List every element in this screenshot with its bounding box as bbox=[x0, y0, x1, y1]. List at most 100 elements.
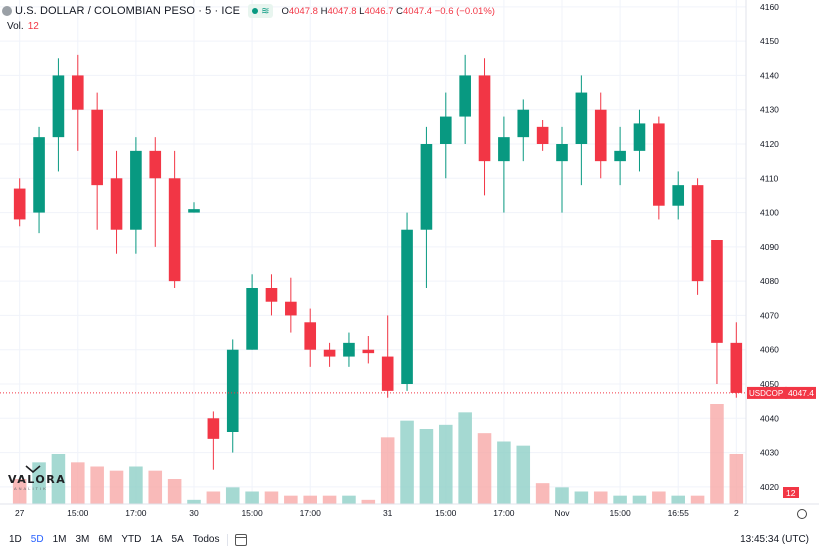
close-value: 4047.4 bbox=[403, 5, 433, 17]
volume-bar bbox=[652, 491, 666, 504]
valora-logo: VALORA ANALITIK bbox=[8, 465, 65, 491]
candle[interactable] bbox=[517, 99, 530, 162]
candle[interactable] bbox=[52, 58, 65, 172]
volume-bar bbox=[245, 491, 259, 504]
candle[interactable] bbox=[478, 58, 491, 196]
candle[interactable] bbox=[323, 342, 336, 367]
volume-bar bbox=[148, 470, 163, 504]
range-6m[interactable]: 6M bbox=[98, 534, 113, 545]
y-tick-label: 4150 bbox=[760, 36, 779, 46]
candle[interactable] bbox=[130, 137, 142, 254]
volume-label: Vol. bbox=[7, 21, 24, 32]
x-tick-label: 30 bbox=[189, 508, 199, 518]
price-axis[interactable]: 4020 4030 4040 4050 4060 4070 4080 4090 4100 4110… bbox=[760, 2, 779, 492]
symbol-title[interactable]: U.S. DOLLAR / COLOMBIAN PESO · 5 · ICE bbox=[15, 5, 241, 17]
volume-bar bbox=[264, 491, 279, 504]
candle[interactable] bbox=[168, 150, 181, 288]
grid-lines bbox=[0, 0, 746, 504]
volume-bar bbox=[71, 462, 85, 504]
candle[interactable] bbox=[33, 126, 45, 234]
y-tick-label: 4030 bbox=[760, 448, 779, 458]
ohlc-values: O4047.8 H4047.8 L4046.7 C4047.4 −0.6 (−0… bbox=[281, 6, 494, 17]
time-axis[interactable]: 27 15:00 17:00 30 15:00 17:00 31 15:00 17:00 Nov 1… bbox=[15, 508, 739, 518]
candle[interactable] bbox=[594, 92, 607, 179]
open-value: 4047.8 bbox=[288, 5, 318, 17]
range-1m[interactable]: 1M bbox=[52, 534, 67, 545]
x-tick-label: 15:00 bbox=[435, 508, 457, 518]
range-todos[interactable]: Todos bbox=[192, 534, 220, 545]
volume-bar bbox=[167, 479, 182, 504]
candle[interactable] bbox=[149, 137, 162, 247]
candle[interactable] bbox=[71, 54, 84, 151]
volume-bar bbox=[129, 466, 143, 504]
candle[interactable] bbox=[575, 75, 588, 186]
clock[interactable]: 13:45:34 (UTC) bbox=[740, 534, 809, 545]
candle[interactable] bbox=[13, 178, 26, 227]
market-open-icon[interactable]: ≋ bbox=[248, 4, 274, 18]
candle[interactable] bbox=[343, 332, 355, 367]
candle[interactable] bbox=[110, 150, 123, 254]
candle[interactable] bbox=[207, 411, 220, 470]
range-5d[interactable]: 5D bbox=[30, 534, 44, 545]
candle[interactable] bbox=[226, 339, 239, 453]
volume-tag: 12 bbox=[783, 487, 799, 498]
candle[interactable] bbox=[401, 212, 413, 391]
candle[interactable] bbox=[536, 120, 549, 151]
settings-icon[interactable] bbox=[797, 509, 807, 519]
volume-bar bbox=[284, 495, 298, 504]
volume-bar bbox=[477, 433, 492, 504]
candle[interactable] bbox=[633, 109, 646, 172]
candles[interactable] bbox=[13, 54, 743, 470]
candle[interactable] bbox=[730, 322, 743, 398]
volume-bar bbox=[419, 429, 434, 504]
symbol-legend[interactable]: U.S. DOLLAR / COLOMBIAN PESO · 5 · ICE ≋… bbox=[0, 3, 495, 19]
candle[interactable] bbox=[556, 126, 568, 213]
price-tag: USDCOP 4047.4 bbox=[747, 386, 816, 399]
candle[interactable] bbox=[420, 126, 433, 288]
candle[interactable] bbox=[439, 92, 452, 179]
logo-mark-icon bbox=[25, 465, 41, 473]
x-tick-label: 17:00 bbox=[300, 508, 322, 518]
candle[interactable] bbox=[246, 274, 258, 350]
volume-bar bbox=[400, 420, 414, 504]
candle[interactable] bbox=[614, 126, 626, 186]
volume-legend[interactable]: Vol. 12 bbox=[7, 21, 39, 32]
candle[interactable] bbox=[498, 116, 510, 213]
high-value: 4047.8 bbox=[327, 5, 357, 17]
y-tick-label: 4110 bbox=[760, 173, 779, 183]
volume-bar bbox=[90, 466, 104, 504]
range-1d[interactable]: 1D bbox=[9, 534, 22, 545]
candle[interactable] bbox=[188, 202, 200, 213]
candle[interactable] bbox=[265, 274, 278, 316]
y-tick-label: 4130 bbox=[760, 105, 779, 115]
candle[interactable] bbox=[91, 92, 103, 230]
volume-value: 12 bbox=[27, 21, 39, 32]
range-1a[interactable]: 1A bbox=[150, 534, 163, 545]
price-tag-symbol: USDCOP bbox=[749, 389, 783, 398]
candle[interactable] bbox=[362, 336, 375, 364]
y-tick-label: 4070 bbox=[760, 310, 779, 320]
calendar-icon[interactable] bbox=[235, 533, 248, 546]
candle[interactable] bbox=[304, 308, 317, 367]
candle[interactable] bbox=[285, 277, 297, 333]
x-tick-label: 16:55 bbox=[668, 508, 690, 518]
volume-bar bbox=[439, 424, 453, 504]
range-5a[interactable]: 5A bbox=[171, 534, 184, 545]
x-tick-label: 17:00 bbox=[125, 508, 147, 518]
volume-bar bbox=[322, 495, 337, 504]
x-tick-label: 27 bbox=[15, 508, 25, 518]
candle[interactable] bbox=[459, 54, 471, 144]
candle[interactable] bbox=[672, 171, 685, 220]
volume-bar bbox=[671, 495, 685, 504]
candle[interactable] bbox=[381, 315, 394, 398]
range-3m[interactable]: 3M bbox=[75, 534, 90, 545]
y-tick-label: 4040 bbox=[760, 413, 779, 423]
volume-bar bbox=[613, 495, 627, 504]
range-ytd[interactable]: YTD bbox=[121, 534, 142, 545]
candle[interactable] bbox=[691, 178, 704, 295]
candle[interactable] bbox=[653, 116, 665, 220]
volume-bars bbox=[12, 404, 744, 504]
candle[interactable] bbox=[711, 240, 723, 384]
price-tag-value: 4047.4 bbox=[788, 388, 814, 398]
